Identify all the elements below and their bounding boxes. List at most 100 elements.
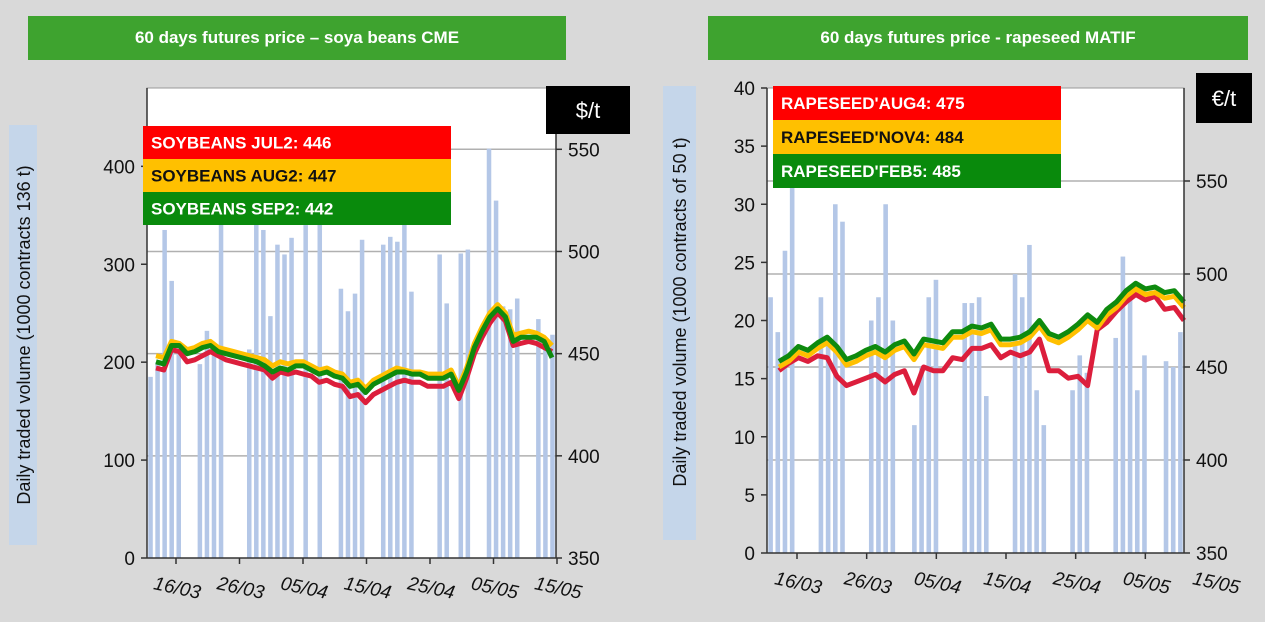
volume-bar bbox=[1120, 256, 1126, 553]
volume-bar bbox=[338, 288, 344, 558]
y2-tick-label: 450 bbox=[568, 345, 600, 366]
y-tick-label: 400 bbox=[103, 157, 135, 178]
volume-bar bbox=[162, 229, 167, 558]
y-tick-label: 100 bbox=[103, 451, 135, 472]
volume-bar bbox=[1077, 355, 1083, 553]
series-line-3 bbox=[777, 280, 1186, 364]
volume-bar bbox=[148, 376, 153, 558]
y-tick-label: 20 bbox=[734, 312, 755, 333]
legend-label-2: SOYBEANS AUG2: 447 bbox=[151, 167, 336, 186]
volume-bar bbox=[1178, 332, 1183, 553]
volume-bar bbox=[268, 316, 273, 558]
volume-bar bbox=[1019, 297, 1025, 553]
volume-bar bbox=[155, 362, 160, 558]
volume-bar bbox=[1034, 390, 1039, 553]
y2-tick-label: 500 bbox=[568, 242, 600, 263]
volume-bar bbox=[169, 280, 174, 558]
volume-bar bbox=[1170, 367, 1176, 553]
volume-bar bbox=[514, 298, 520, 558]
legend-box-1 bbox=[143, 126, 451, 159]
left-ylabel-box bbox=[9, 125, 37, 545]
volume-bar bbox=[1070, 390, 1075, 553]
volume-bar bbox=[465, 249, 471, 558]
volume-bar bbox=[402, 220, 407, 558]
series-line-3 bbox=[155, 306, 555, 395]
volume-bar bbox=[868, 320, 874, 553]
x-tick-label: 05/04 bbox=[912, 568, 963, 598]
volume-bar bbox=[458, 253, 464, 558]
volume-bar bbox=[1134, 390, 1140, 553]
y-tick-label: 200 bbox=[103, 353, 135, 374]
volume-bar bbox=[204, 330, 210, 558]
volume-bar bbox=[833, 204, 838, 553]
series-line-1 bbox=[155, 310, 554, 406]
y-tick-label: 30 bbox=[734, 195, 755, 216]
y-tick-label: 25 bbox=[734, 253, 755, 274]
volume-bar bbox=[409, 291, 414, 558]
volume-bar bbox=[818, 297, 824, 553]
right-y-axis-title: Daily traded volume (1000 contracts of 5… bbox=[670, 137, 690, 486]
right-chart-title: 60 days futures price - rapeseed MATIF bbox=[708, 16, 1248, 60]
right-plot-area: 0 5 10 15 20 25 30 35 40 350 400 450 500 550 16/03 26/0… bbox=[734, 73, 1252, 599]
volume-bar bbox=[493, 200, 499, 558]
x-tick-label: 16/03 bbox=[773, 568, 824, 599]
y-tick-label: 5 bbox=[744, 486, 755, 507]
y-tick-label: 10 bbox=[734, 428, 755, 449]
y2-tick-label: 450 bbox=[1196, 358, 1228, 379]
volume-bar bbox=[1163, 361, 1169, 553]
y2-tick-label: 350 bbox=[568, 549, 600, 570]
volume-bar bbox=[254, 220, 259, 558]
volume-bar bbox=[890, 320, 896, 553]
volume-bar bbox=[550, 334, 555, 558]
unit-label: $/t bbox=[576, 98, 600, 123]
y2-tick-label: 550 bbox=[1196, 172, 1228, 193]
volume-bar bbox=[388, 236, 393, 559]
volume-bar bbox=[218, 220, 224, 558]
volume-bar bbox=[303, 225, 308, 559]
legend-label-2: RAPESEED'NOV4: 484 bbox=[781, 128, 964, 147]
legend-box-3 bbox=[143, 192, 451, 225]
volume-bar bbox=[825, 343, 831, 553]
y-tick-label: 40 bbox=[734, 79, 755, 100]
y2-tick-label: 500 bbox=[1196, 265, 1228, 286]
volume-bar bbox=[775, 332, 781, 553]
y-tick-label: 0 bbox=[744, 544, 755, 565]
volume-bar bbox=[876, 297, 881, 553]
x-tick-label: 15/04 bbox=[982, 568, 1033, 598]
volume-bar bbox=[1027, 244, 1032, 553]
volume-bar bbox=[976, 297, 982, 553]
volume-bar bbox=[1012, 274, 1018, 553]
legend-label-1: SOYBEANS JUL2: 446 bbox=[151, 134, 331, 153]
legend-box-1 bbox=[773, 86, 1061, 120]
volume-bar bbox=[444, 303, 449, 558]
volume-bar bbox=[840, 221, 845, 553]
y-tick-label: 15 bbox=[734, 370, 755, 391]
unit-label: €/t bbox=[1212, 86, 1236, 111]
y-tick-label: 0 bbox=[124, 549, 135, 570]
volume-bar bbox=[437, 254, 442, 559]
volume-bar bbox=[261, 229, 266, 558]
left-y-axis-title: Daily traded volume (1000 contracts 136 … bbox=[14, 165, 34, 504]
volume-bar bbox=[380, 244, 386, 558]
legend-label-1: RAPESEED'AUG4: 475 bbox=[781, 94, 965, 113]
volume-bar bbox=[246, 349, 252, 558]
y-tick-label: 300 bbox=[103, 255, 135, 276]
volume-bar bbox=[926, 297, 932, 553]
volume-bar bbox=[289, 237, 294, 558]
volume-bar bbox=[1142, 355, 1147, 553]
volume-bar bbox=[962, 303, 968, 553]
volume-bar bbox=[197, 364, 203, 558]
left-chart-svg: Daily traded volume (1000 contracts 136 … bbox=[14, 86, 630, 604]
x-tick-label: 25/04 bbox=[1050, 568, 1102, 599]
x-tick-label: 15/05 bbox=[1191, 568, 1242, 599]
series-line-1 bbox=[777, 292, 1187, 396]
x-tick-label: 05/05 bbox=[1121, 568, 1172, 599]
volume-bar bbox=[1041, 425, 1047, 553]
x-tick-label: 26/03 bbox=[841, 568, 893, 599]
volume-bar bbox=[969, 303, 975, 553]
right-ylabel-box bbox=[663, 86, 696, 540]
volume-bar bbox=[768, 297, 773, 553]
